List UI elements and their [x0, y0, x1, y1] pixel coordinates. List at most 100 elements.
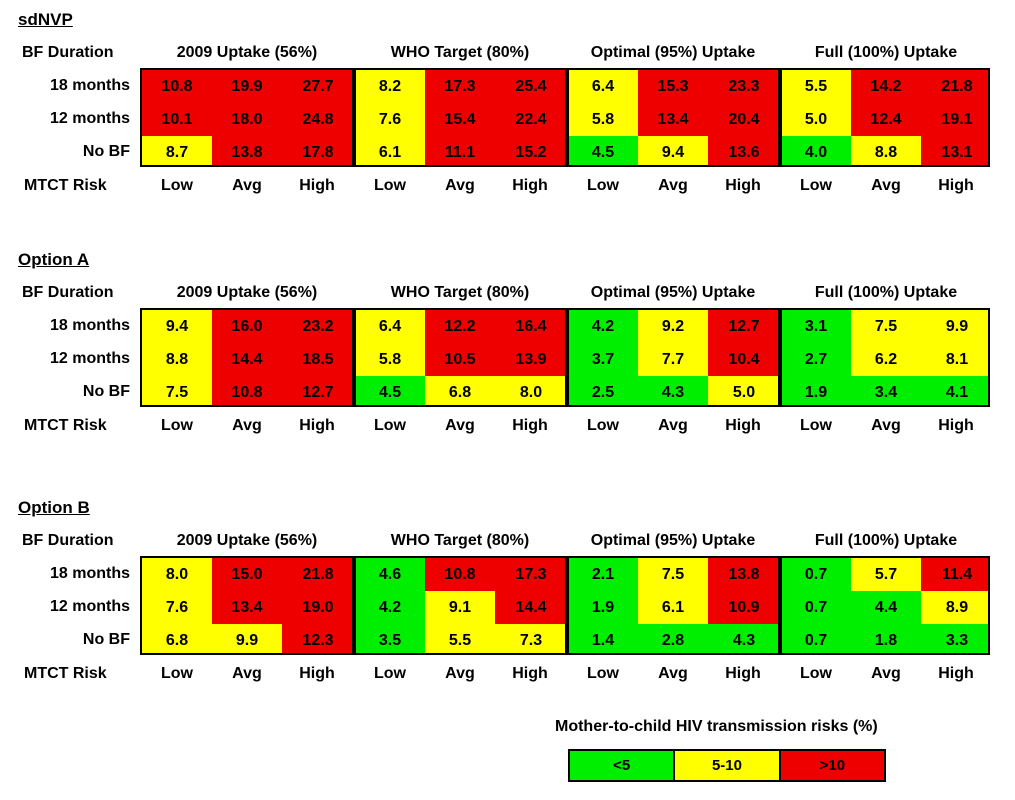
- risk-level-label: High: [725, 665, 761, 682]
- data-cell: 13.8: [212, 136, 282, 165]
- risk-level-label: Avg: [445, 665, 475, 682]
- data-cell: 5.5: [781, 70, 851, 103]
- data-cell: 8.0: [495, 376, 567, 405]
- risk-level-label: Avg: [658, 665, 688, 682]
- data-cell: 18.0: [212, 103, 282, 136]
- data-cell: 12.2: [425, 310, 495, 343]
- data-cell: 10.5: [425, 343, 495, 376]
- data-cell: 9.4: [142, 310, 212, 343]
- risk-level-label: High: [725, 417, 761, 434]
- value-grid: 8.0 15.0 21.8 4.6 10.8 17.3 2.1 7.5 13.8 0.7 5.7 11…: [140, 556, 990, 655]
- data-cell: 9.2: [638, 310, 708, 343]
- data-cell: 4.3: [708, 624, 780, 653]
- data-cell: 25.4: [495, 70, 567, 103]
- data-cell: 23.3: [708, 70, 780, 103]
- group-header: Optimal (95%) Uptake: [590, 44, 756, 61]
- data-cell: 9.9: [212, 624, 282, 653]
- group-separator: [778, 310, 782, 405]
- row-label: No BF: [82, 383, 130, 400]
- data-cell: 6.1: [638, 591, 708, 624]
- panel-title: sdNVP: [18, 10, 73, 29]
- data-cell: 14.4: [495, 591, 567, 624]
- group-header: 2009 Uptake (56%): [176, 284, 318, 301]
- data-cell: 13.4: [638, 103, 708, 136]
- risk-level-label: Low: [161, 665, 193, 682]
- data-cell: 3.3: [921, 624, 988, 653]
- data-cell: 9.1: [425, 591, 495, 624]
- risk-level-label: Avg: [232, 417, 262, 434]
- column-header: MTCT Risk: [24, 417, 107, 434]
- data-cell: 12.4: [851, 103, 921, 136]
- data-cell: 7.6: [355, 103, 425, 136]
- data-cell: 6.1: [355, 136, 425, 165]
- data-cell: 7.3: [495, 624, 567, 653]
- data-cell: 7.5: [638, 558, 708, 591]
- risk-level-label: High: [299, 417, 335, 434]
- data-cell: 0.7: [781, 591, 851, 624]
- data-cell: 1.9: [568, 591, 638, 624]
- data-cell: 5.0: [781, 103, 851, 136]
- data-cell: 8.0: [142, 558, 212, 591]
- data-cell: 15.0: [212, 558, 282, 591]
- row-label: 12 months: [49, 598, 130, 615]
- data-cell: 16.0: [212, 310, 282, 343]
- data-cell: 10.8: [212, 376, 282, 405]
- data-cell: 7.6: [142, 591, 212, 624]
- risk-level-label: Low: [800, 417, 832, 434]
- row-label: 18 months: [49, 77, 130, 94]
- group-separator: [352, 70, 356, 165]
- group-separator: [778, 558, 782, 653]
- data-cell: 13.1: [921, 136, 988, 165]
- data-cell: 4.0: [781, 136, 851, 165]
- risk-level-label: Avg: [445, 417, 475, 434]
- risk-level-label: High: [299, 665, 335, 682]
- data-cell: 11.4: [921, 558, 988, 591]
- panel-title: Option B: [18, 498, 90, 517]
- column-header: MTCT Risk: [24, 665, 107, 682]
- row-label: 18 months: [49, 317, 130, 334]
- data-cell: 19.0: [282, 591, 354, 624]
- data-cell: 4.4: [851, 591, 921, 624]
- data-cell: 6.2: [851, 343, 921, 376]
- data-cell: 6.4: [568, 70, 638, 103]
- data-cell: 12.7: [282, 376, 354, 405]
- data-cell: 27.7: [282, 70, 354, 103]
- value-grid: 10.8 19.9 27.7 8.2 17.3 25.4 6.4 15.3 23.3 5.5 14.…: [140, 68, 990, 167]
- risk-level-label: High: [512, 177, 548, 194]
- risk-level-label: Low: [587, 417, 619, 434]
- data-cell: 7.5: [851, 310, 921, 343]
- data-cell: 10.9: [708, 591, 780, 624]
- data-cell: 8.1: [921, 343, 988, 376]
- panel-option-a: Option A BF Duration 2009 Uptake (56%) WHO …: [0, 250, 1015, 450]
- risk-level-label: Low: [374, 177, 406, 194]
- risk-level-label: Low: [374, 417, 406, 434]
- data-cell: 6.8: [142, 624, 212, 653]
- risk-level-label: Avg: [871, 665, 901, 682]
- data-cell: 13.8: [708, 558, 780, 591]
- data-cell: 20.4: [708, 103, 780, 136]
- data-cell: 8.9: [921, 591, 988, 624]
- risk-level-label: Avg: [871, 177, 901, 194]
- data-cell: 24.8: [282, 103, 354, 136]
- panel-option-b: Option B BF Duration 2009 Uptake (56%) WHO …: [0, 498, 1015, 698]
- data-cell: 2.8: [638, 624, 708, 653]
- data-cell: 4.2: [568, 310, 638, 343]
- risk-level-label: Avg: [445, 177, 475, 194]
- risk-level-label: High: [938, 417, 974, 434]
- data-cell: 22.4: [495, 103, 567, 136]
- data-cell: 1.9: [781, 376, 851, 405]
- row-label: 12 months: [49, 110, 130, 127]
- data-cell: 3.5: [355, 624, 425, 653]
- data-cell: 1.4: [568, 624, 638, 653]
- data-cell: 6.8: [425, 376, 495, 405]
- data-cell: 3.7: [568, 343, 638, 376]
- group-header: WHO Target (80%): [390, 284, 530, 301]
- group-separator: [565, 310, 569, 405]
- data-cell: 21.8: [921, 70, 988, 103]
- risk-level-label: Low: [587, 177, 619, 194]
- data-cell: 3.1: [781, 310, 851, 343]
- data-cell: 17.8: [282, 136, 354, 165]
- data-cell: 7.5: [142, 376, 212, 405]
- group-header: Full (100%) Uptake: [814, 44, 958, 61]
- row-label: No BF: [82, 143, 130, 160]
